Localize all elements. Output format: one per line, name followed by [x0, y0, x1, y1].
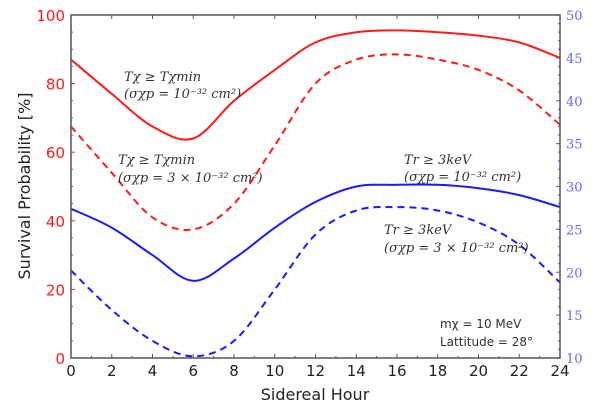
y-axis-label: Survival Probability [%] [15, 93, 34, 280]
series-line-red-dashed [70, 53, 561, 231]
annotation-mass: mχ = 10 MeV [440, 317, 522, 331]
x-tick-label: 10 [265, 362, 284, 380]
annotation-blue-solid-1: Tr ≥ 3keV [404, 153, 473, 168]
x-tick-label: 20 [469, 362, 488, 380]
annotation-blue-solid-2: (σχp = 10⁻³² cm²) [404, 170, 521, 185]
x-tick-label: 18 [428, 362, 447, 380]
y2-tick-label: 15 [566, 309, 583, 324]
y-tick-label: 40 [46, 213, 65, 231]
y2-tick-label: 45 [566, 52, 583, 67]
annotation-blue-dashed-2: (σχp = 3 × 10⁻³² cm²) [384, 241, 529, 256]
x-axis-label: Sidereal Hour [261, 385, 370, 404]
x-tick-label: 8 [229, 362, 239, 380]
annotation-blue-dashed-1: Tr ≥ 3keV [384, 223, 453, 238]
annotation-red-solid-2: (σχp = 10⁻³² cm²) [124, 87, 241, 102]
y2-tick-label: 30 [566, 181, 583, 196]
x-tick-label: 0 [66, 362, 76, 380]
x-tick-label: 22 [510, 362, 529, 380]
y2-tick-label: 50 [566, 9, 583, 24]
y2-tick-label: 35 [566, 138, 583, 153]
annotation-red-solid-1: Tχ ≥ Tχmin [124, 70, 201, 85]
x-tick-label: 2 [107, 362, 117, 380]
x-tick-label: 12 [306, 362, 325, 380]
y2-tick-label: 10 [566, 352, 583, 367]
x-tick-label: 24 [550, 362, 569, 380]
x-tick-label: 16 [387, 362, 406, 380]
annotation-latitude: Lattitude = 28° [440, 335, 533, 349]
x-tick-label: 6 [188, 362, 198, 380]
annotation-red-dashed-2: (σχp = 3 × 10⁻³² cm²) [118, 171, 263, 186]
x-tick-label: 4 [148, 362, 158, 380]
plot-frame [70, 14, 561, 359]
y2-tick-label: 25 [566, 223, 583, 238]
x-tick-label: 14 [347, 362, 366, 380]
y-tick-label: 20 [46, 281, 65, 299]
y-tick-label: 0 [55, 350, 65, 368]
series-line-blue-solid [70, 183, 561, 282]
y-tick-label: 100 [36, 7, 65, 25]
series-line-red-solid [70, 29, 561, 141]
y2-tick-label: 40 [566, 95, 583, 110]
series-line-blue-dashed [70, 205, 561, 358]
annotation-red-dashed-1: Tχ ≥ Tχmin [118, 153, 195, 168]
y-tick-label: 60 [46, 144, 65, 162]
y2-tick-label: 20 [566, 266, 583, 281]
y-tick-label: 80 [46, 76, 65, 94]
